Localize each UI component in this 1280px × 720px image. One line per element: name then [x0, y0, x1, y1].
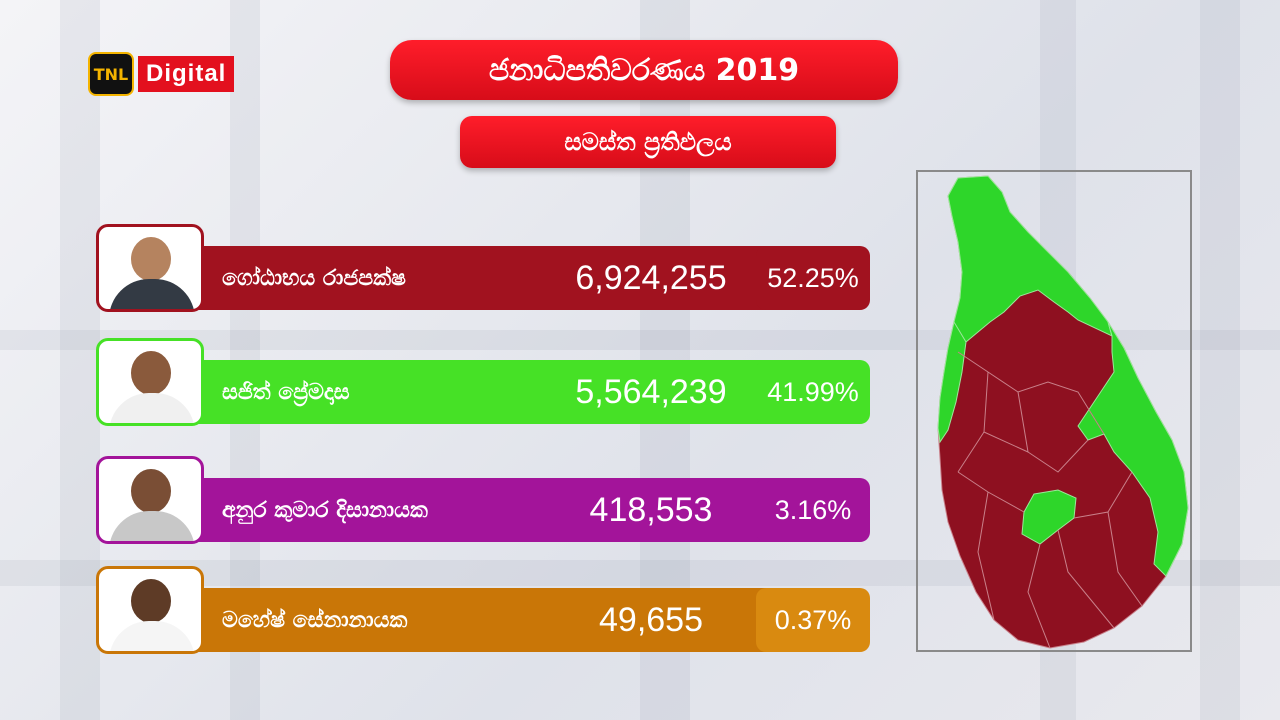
candidate-name: මහේෂ් සේනානායක	[222, 607, 408, 633]
candidate-votes: 418,553	[589, 490, 713, 529]
candidate-votes: 49,655	[599, 600, 703, 639]
candidate-bar	[186, 246, 830, 310]
logo-text: Digital	[138, 56, 235, 92]
page-subtitle: සමස්ත ප්‍රතිඵලය	[460, 116, 836, 168]
candidate-head-shape	[131, 237, 171, 281]
candidate-bar	[186, 360, 830, 424]
candidate-photo	[96, 224, 204, 312]
candidate-percent: 41.99%	[756, 360, 870, 424]
candidate-percent: 52.25%	[756, 246, 870, 310]
candidate-head-shape	[131, 351, 171, 395]
map-frame	[916, 170, 1192, 652]
candidate-head-shape	[131, 579, 171, 623]
candidate-votes: 6,924,255	[575, 258, 727, 297]
candidate-percent: 0.37%	[756, 588, 870, 652]
candidate-body-shape	[109, 621, 195, 651]
candidate-bar	[186, 588, 830, 652]
candidate-head-shape	[131, 469, 171, 513]
candidate-body-shape	[109, 511, 195, 541]
candidate-body-shape	[109, 393, 195, 423]
candidate-name: සජිත් ප්‍රේමදාස	[222, 379, 350, 405]
candidate-body-shape	[109, 279, 195, 309]
candidate-row: අනුර කුමාර දිසානායක 418,553 3.16%	[96, 456, 876, 546]
tnl-logo-icon: TNL	[88, 52, 134, 96]
candidate-row: ගෝඨාභය රාජපක්ෂ 6,924,255 52.25%	[96, 224, 876, 314]
candidate-row: මහේෂ් සේනානායක 49,655 0.37%	[96, 566, 876, 656]
candidate-row: සජිත් ප්‍රේමදාස 5,564,239 41.99%	[96, 338, 876, 428]
candidate-name: ගෝඨාභය රාජපක්ෂ	[222, 265, 406, 291]
tnl-digital-logo: TNL Digital	[88, 52, 235, 96]
page-title: ජනාධිපතිවරණය 2019	[390, 40, 898, 100]
candidate-name: අනුර කුමාර දිසානායක	[222, 497, 428, 523]
sri-lanka-results-map-icon	[937, 175, 1189, 649]
candidate-votes: 5,564,239	[575, 372, 727, 411]
candidate-percent: 3.16%	[756, 478, 870, 542]
candidate-photo	[96, 338, 204, 426]
candidate-photo	[96, 456, 204, 544]
candidate-bar	[186, 478, 830, 542]
candidate-photo	[96, 566, 204, 654]
